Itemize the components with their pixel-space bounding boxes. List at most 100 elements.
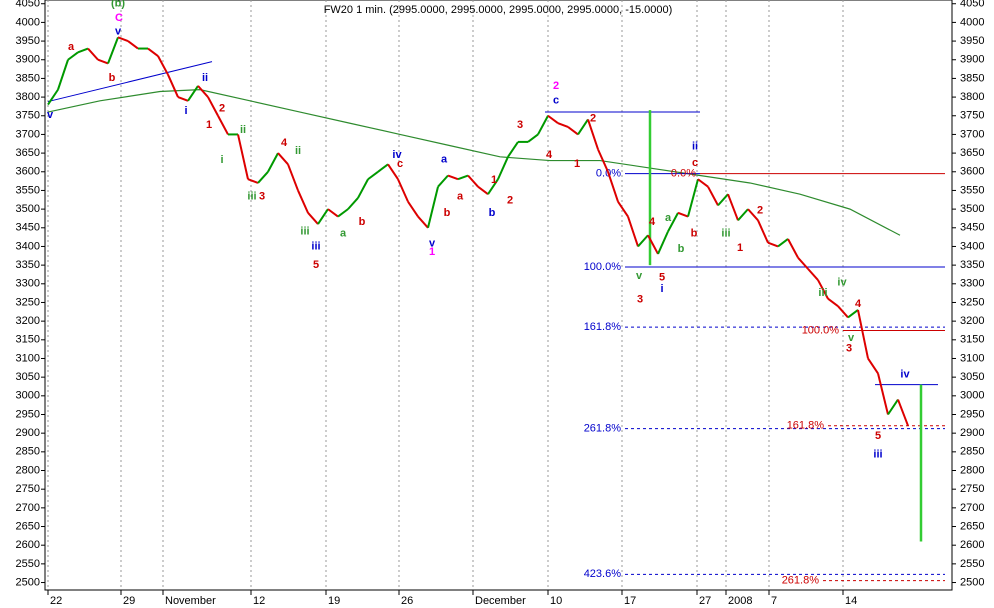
wave-label: a <box>665 212 672 224</box>
wave-label: c <box>553 94 559 106</box>
price-segment <box>757 219 769 244</box>
price-segment <box>887 399 899 416</box>
y-tick-label: 4000 <box>16 16 40 28</box>
wave-label: b <box>489 207 496 219</box>
price-segment <box>377 163 389 173</box>
price-segment <box>417 215 429 229</box>
y-tick-label: 3800 <box>16 91 40 103</box>
wave-label: 4 <box>855 298 862 310</box>
wave-label: 5 <box>659 272 665 284</box>
wave-label: i <box>220 154 223 166</box>
price-segment <box>807 268 819 281</box>
price-segment <box>447 174 459 181</box>
price-segment <box>487 178 499 195</box>
y-tick-label-right: 3100 <box>960 352 984 364</box>
y-tick-label-right: 2600 <box>960 539 984 551</box>
y-tick-label: 3150 <box>16 334 40 346</box>
price-segment <box>897 399 909 427</box>
y-tick-label-right: 3750 <box>960 110 984 122</box>
wave-label: c <box>397 158 403 170</box>
wave-label: iii <box>818 287 827 299</box>
wave-label: iii <box>721 227 730 239</box>
y-tick-label-right: 3850 <box>960 72 984 84</box>
y-tick-label-right: 3050 <box>960 371 984 383</box>
wave-label: b <box>444 207 451 219</box>
price-segment <box>257 171 269 184</box>
fib-label: 100.0% <box>802 324 840 336</box>
price-segment <box>737 208 749 221</box>
y-tick-label: 3400 <box>16 240 40 252</box>
y-tick-label: 3250 <box>16 296 40 308</box>
price-segment <box>327 208 339 218</box>
price-segment <box>647 234 659 255</box>
price-segment <box>67 51 79 61</box>
x-tick-label: 7 <box>771 595 777 607</box>
price-segment <box>787 238 799 259</box>
plot-frame <box>44 0 953 591</box>
fib-label: 161.8% <box>584 321 622 333</box>
price-segment <box>497 156 509 180</box>
wave-label: c <box>692 157 698 169</box>
fib-label: 261.8% <box>584 423 622 435</box>
wave-label: 3 <box>259 190 265 202</box>
y-tick-label-right: 3550 <box>960 184 984 196</box>
price-segment <box>157 55 169 76</box>
price-segment <box>627 216 639 247</box>
price-segment <box>847 309 859 319</box>
wave-label: 2 <box>219 103 225 115</box>
y-tick-label-right: 3600 <box>960 166 984 178</box>
price-segment <box>197 85 209 98</box>
price-segment <box>357 178 369 199</box>
price-segment <box>637 234 649 248</box>
price-segment <box>597 148 609 173</box>
y-tick-label-right: 2900 <box>960 427 984 439</box>
y-tick-label: 2900 <box>16 427 40 439</box>
price-segment <box>287 163 299 191</box>
wave-label: a <box>441 153 448 165</box>
wave-label: 1 <box>737 242 743 254</box>
price-segment <box>577 118 589 135</box>
wave-label: 5 <box>313 259 319 271</box>
wave-label: ii <box>202 72 208 84</box>
price-segment <box>727 193 739 221</box>
wave-label: iv <box>837 277 847 289</box>
price-segment <box>277 152 289 165</box>
y-tick-label-right: 3450 <box>960 222 984 234</box>
fib-label: 423.6% <box>584 568 622 580</box>
price-segment <box>547 114 559 125</box>
price-segment <box>217 115 229 135</box>
y-tick-label-right: 4000 <box>960 16 984 28</box>
price-segment <box>297 190 309 214</box>
wave-label: iii <box>311 241 320 253</box>
price-segment <box>57 59 69 90</box>
wave-label: b <box>109 72 116 84</box>
y-tick-label: 3050 <box>16 371 40 383</box>
y-tick-label-right: 2500 <box>960 576 984 588</box>
wave-label: 1 <box>206 119 212 131</box>
wave-label: b <box>691 227 698 239</box>
y-tick-label: 3650 <box>16 147 40 159</box>
y-tick-label-right: 3400 <box>960 240 984 252</box>
y-tick-label: 2800 <box>16 464 40 476</box>
wave-label: i <box>660 283 663 295</box>
x-tick-label: 19 <box>328 595 340 607</box>
price-segment <box>237 134 249 180</box>
chart-title: FW20 1 min. (2995.0000, 2995.0000, 2995.… <box>324 4 673 16</box>
wave-label: v <box>848 332 855 344</box>
price-segment <box>867 357 879 374</box>
wave-label: 4 <box>281 137 288 149</box>
y-tick-label: 2600 <box>16 539 40 551</box>
y-tick-label-right: 3300 <box>960 278 984 290</box>
x-tick-label: November <box>165 595 216 607</box>
price-segment <box>247 178 259 184</box>
wave-label: 3 <box>637 293 643 305</box>
wave-label: 1 <box>574 158 580 170</box>
wave-label: 3 <box>846 343 852 355</box>
price-segment <box>837 305 849 319</box>
price-segment <box>667 212 679 232</box>
price-segment <box>777 238 789 248</box>
wave-label: v <box>429 238 436 250</box>
price-segment <box>387 163 399 180</box>
x-tick-label: 26 <box>401 595 413 607</box>
price-segment <box>437 174 449 188</box>
